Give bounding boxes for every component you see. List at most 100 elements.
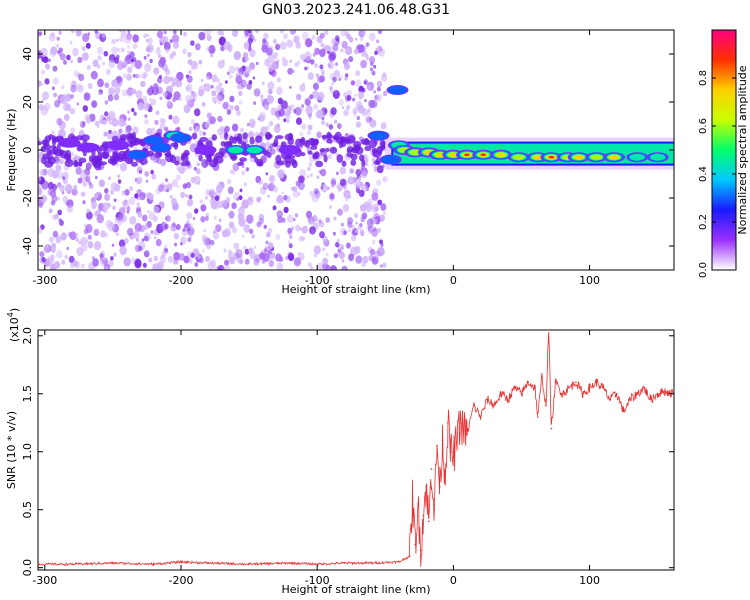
heatmap-y-ticks: -40 -20 0 20 40	[21, 47, 674, 255]
snr-data-point	[289, 562, 291, 564]
noise-speck	[312, 215, 318, 222]
noise-speck	[53, 77, 59, 85]
noise-speck	[192, 91, 198, 98]
noise-speck	[322, 47, 326, 52]
noise-speck	[198, 59, 203, 65]
noise-speck	[204, 30, 212, 36]
noise-speck	[110, 256, 114, 261]
noise-speck	[126, 88, 133, 97]
snr-y-ticks: 0.0 0.5 1.0 1.5 2.0	[21, 327, 674, 576]
noise-speck	[253, 258, 260, 266]
snr-data-point	[444, 474, 447, 476]
noise-speck	[361, 108, 369, 117]
noise-band-speck	[117, 156, 124, 163]
noise-speck	[70, 59, 74, 64]
noise-speck	[57, 184, 61, 188]
noise-speck	[81, 263, 85, 269]
noise-speck	[320, 42, 325, 48]
noise-speck	[227, 186, 234, 195]
noise-speck	[150, 169, 155, 175]
noise-speck	[113, 93, 120, 101]
noise-speck	[125, 125, 132, 133]
noise-speck	[217, 128, 223, 136]
noise-speck	[231, 202, 237, 210]
noise-speck	[268, 249, 272, 255]
noise-speck	[376, 86, 381, 92]
noise-speck	[171, 34, 180, 44]
noise-speck	[153, 83, 159, 90]
y-tick-label: 2.0	[21, 327, 34, 345]
noise-speck	[359, 229, 365, 236]
noise-speck	[320, 168, 327, 177]
noise-speck	[48, 58, 51, 63]
noise-speck	[190, 252, 195, 258]
noise-band-speck	[47, 156, 56, 165]
noise-speck	[54, 261, 61, 269]
noise-speck	[206, 112, 212, 119]
noise-speck	[330, 107, 337, 116]
noise-speck	[348, 195, 351, 199]
y-tick-label: 20	[21, 95, 34, 109]
noise-speck	[97, 78, 104, 88]
heatmap-blob	[246, 146, 263, 154]
noise-speck	[367, 108, 371, 113]
noise-speck	[178, 253, 185, 261]
noise-speck	[265, 47, 273, 56]
noise-speck	[188, 259, 193, 264]
noise-speck	[59, 53, 66, 61]
noise-speck	[301, 225, 308, 234]
noise-speck	[304, 51, 312, 61]
noise-speck	[272, 205, 277, 211]
noise-speck	[161, 255, 164, 259]
noise-speck	[147, 87, 154, 96]
noise-speck	[211, 74, 218, 83]
noise-speck	[144, 118, 149, 125]
x-tick-label: 0	[450, 574, 457, 587]
noise-speck	[111, 46, 118, 55]
noise-speck	[86, 208, 90, 213]
noise-speck	[229, 256, 236, 265]
noise-speck	[126, 209, 130, 214]
noise-speck	[45, 63, 51, 70]
snr-data-point	[650, 398, 652, 401]
noise-speck	[106, 68, 111, 75]
snr-data-point	[500, 393, 502, 395]
noise-speck	[103, 131, 108, 137]
noise-speck	[149, 97, 153, 103]
noise-speck	[305, 105, 313, 115]
noise-speck	[294, 106, 302, 116]
noise-speck	[104, 100, 109, 105]
noise-speck	[307, 262, 312, 268]
noise-speck	[242, 234, 245, 238]
noise-speck	[377, 199, 383, 205]
noise-speck	[333, 253, 339, 259]
noise-speck	[91, 201, 98, 209]
noise-speck	[224, 229, 231, 238]
noise-speck	[183, 104, 191, 114]
noise-speck	[355, 79, 362, 88]
noise-speck	[238, 100, 243, 105]
noise-speck	[313, 103, 319, 110]
noise-speck	[270, 148, 276, 155]
noise-speck	[316, 131, 322, 139]
noise-speck	[338, 75, 343, 81]
noise-speck	[63, 178, 68, 185]
noise-speck	[128, 196, 136, 206]
noise-speck	[268, 227, 273, 234]
noise-speck	[366, 188, 369, 192]
colorbar-tick-label: 0.4	[698, 166, 709, 182]
noise-speck	[76, 247, 84, 256]
noise-speck	[217, 115, 223, 123]
snr-data-point	[629, 398, 632, 401]
noise-speck	[122, 89, 128, 97]
noise-speck	[275, 253, 282, 262]
noise-speck	[344, 76, 348, 81]
noise-speck	[321, 72, 325, 76]
noise-speck	[105, 219, 113, 229]
noise-speck	[255, 61, 259, 66]
noise-speck	[143, 55, 147, 60]
noise-band-speck	[100, 151, 109, 159]
noise-speck	[220, 45, 225, 52]
noise-speck	[242, 80, 247, 87]
noise-speck	[56, 36, 60, 41]
